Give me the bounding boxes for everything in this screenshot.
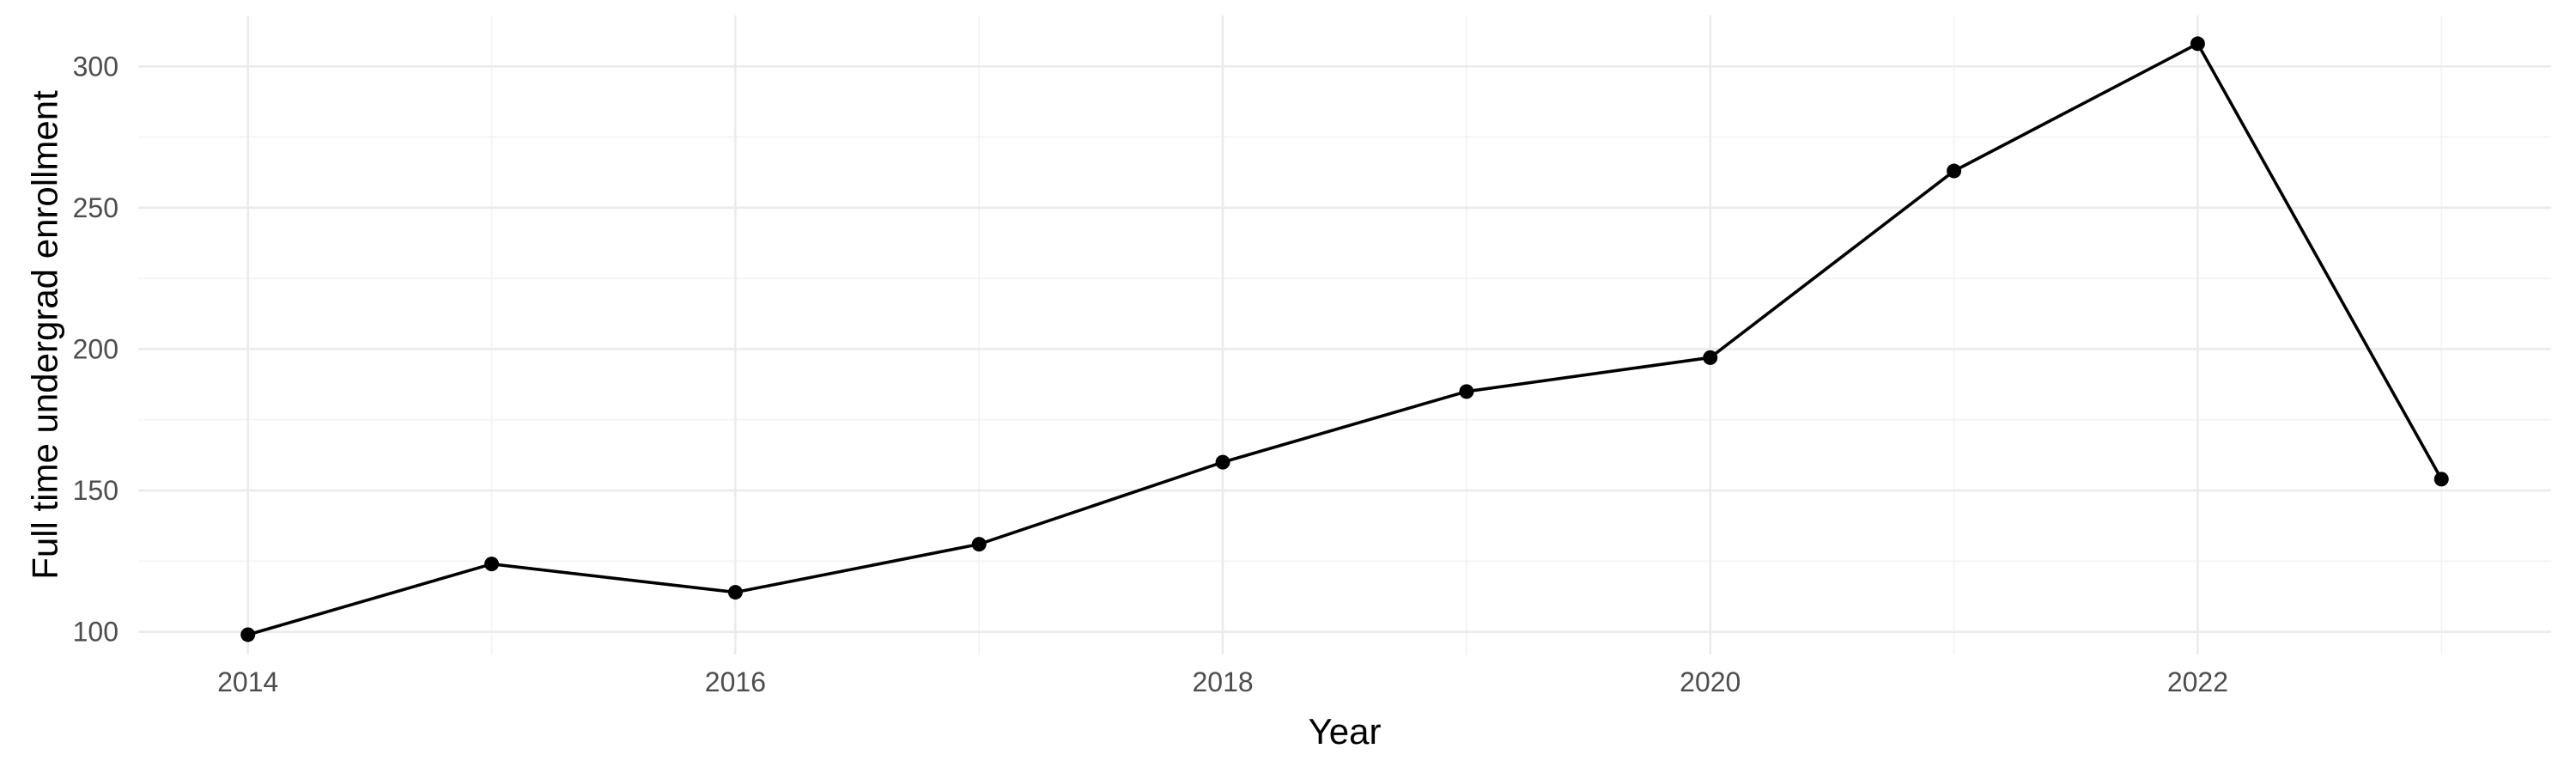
x-tick-label: 2020 bbox=[1680, 666, 1741, 697]
x-tick-label: 2022 bbox=[2167, 666, 2228, 697]
y-axis-title: Full time undergrad enrollment bbox=[25, 90, 65, 580]
data-point bbox=[240, 627, 256, 642]
data-point bbox=[484, 557, 500, 572]
x-axis-title: Year bbox=[1309, 711, 1382, 752]
grid-layer bbox=[138, 15, 2551, 654]
data-point bbox=[1947, 163, 1962, 179]
x-tick-label: 2018 bbox=[1192, 666, 1253, 697]
data-point bbox=[1703, 350, 1718, 365]
x-tick-label: 2016 bbox=[705, 666, 766, 697]
data-point bbox=[1215, 454, 1230, 470]
data-point bbox=[2433, 472, 2449, 487]
x-tick-label: 2014 bbox=[217, 666, 278, 697]
y-tick-label: 300 bbox=[73, 51, 118, 82]
data-point bbox=[2190, 36, 2205, 52]
data-point bbox=[1459, 384, 1474, 399]
y-tick-label: 100 bbox=[73, 617, 118, 648]
y-tick-label: 200 bbox=[73, 333, 118, 364]
y-tick-label: 250 bbox=[73, 192, 118, 223]
series-layer bbox=[240, 36, 2449, 642]
y-tick-label: 150 bbox=[73, 475, 118, 506]
data-point bbox=[971, 537, 987, 552]
tick-labels: 100 150 200 250 300 2014 2016 2018 2020 2022 bbox=[73, 51, 2228, 697]
series-line bbox=[247, 42, 2443, 636]
data-point bbox=[727, 585, 743, 600]
